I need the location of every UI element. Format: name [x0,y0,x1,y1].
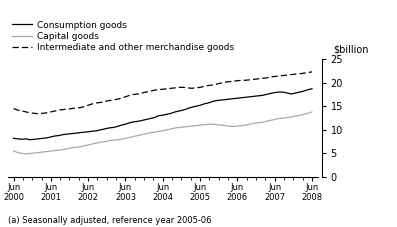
Text: (a) Seasonally adjusted, reference year 2005-06: (a) Seasonally adjusted, reference year … [8,216,212,225]
Text: $billion: $billion [334,44,369,54]
Legend: Consumption goods, Capital goods, Intermediate and other merchandise goods: Consumption goods, Capital goods, Interm… [12,21,234,52]
